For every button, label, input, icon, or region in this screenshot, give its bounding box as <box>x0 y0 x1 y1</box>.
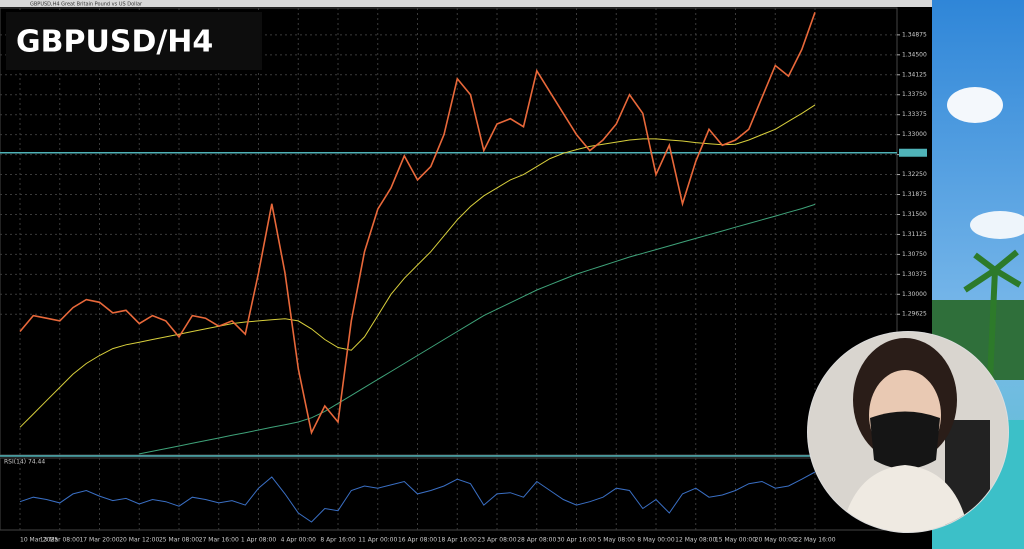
x-tick-label: 27 Mar 16:00 <box>199 537 239 544</box>
x-tick-label: 13 Mar 08:00 <box>40 537 80 544</box>
y-tick-label: 1.30375 <box>902 271 927 278</box>
grid: 1.34875 1.34500 1.34125 1.33750 1.33375 1.330… <box>0 8 927 544</box>
x-tick-label: 28 Apr 08:00 <box>517 537 556 544</box>
y-tick-label: 1.30000 <box>902 291 927 298</box>
x-tick-label: 8 Apr 16:00 <box>320 537 355 544</box>
y-tick-label: 1.30750 <box>902 251 927 258</box>
x-tick-label: 5 May 08:00 <box>598 537 636 544</box>
x-tick-label: 20 Mar 12:00 <box>119 537 159 544</box>
plot-frame <box>0 7 898 456</box>
x-tick-label: 17 Mar 20:00 <box>79 537 119 544</box>
title-box <box>6 12 262 70</box>
x-tick-label: 20 May 00:00 <box>755 537 796 544</box>
x-tick-label: 16 Apr 08:00 <box>398 537 437 544</box>
y-tick-label: 1.33000 <box>902 131 927 138</box>
y-tick-label: 1.29625 <box>902 311 927 318</box>
chart-title: GBPUSD/H4 <box>16 25 213 60</box>
y-tick-label: 1.32250 <box>902 171 927 178</box>
line-series <box>19 104 816 428</box>
chart-header-bar <box>0 0 932 7</box>
line-series <box>19 471 816 523</box>
x-tick-label: 25 Mar 08:00 <box>159 537 199 544</box>
price-level-tag <box>899 148 927 157</box>
x-tick-label: 15 May 00:00 <box>715 537 756 544</box>
x-tick-label: 1 Apr 08:00 <box>241 537 276 544</box>
y-tick-label: 1.31125 <box>902 231 927 238</box>
x-tick-label: 18 Apr 16:00 <box>438 537 477 544</box>
rsi-label: RSI(14) 74.44 <box>4 459 45 466</box>
chart-subtitle: GBPUSD,H4 Great Britain Pound vs US Doll… <box>30 2 143 8</box>
y-tick-label: 1.33375 <box>902 111 927 118</box>
x-tick-label: 30 Apr 16:00 <box>557 537 596 544</box>
y-tick-label: 1.34125 <box>902 71 927 78</box>
x-tick-label: 12 May 08:00 <box>675 537 716 544</box>
line-series <box>139 203 816 455</box>
line-series <box>19 12 816 436</box>
y-tick-label: 1.31875 <box>902 191 927 198</box>
x-tick-label: 10 Mar 2025 <box>20 537 58 544</box>
x-tick-label: 4 Apr 00:00 <box>281 537 316 544</box>
y-tick-label: 1.34500 <box>902 51 927 58</box>
x-tick-label: 22 May 16:00 <box>794 537 835 544</box>
plot <box>0 12 927 523</box>
x-tick-label: 11 Apr 00:00 <box>358 537 397 544</box>
y-tick-label: 1.34875 <box>902 31 927 38</box>
y-tick-label: 1.31500 <box>902 211 927 218</box>
y-tick-label: 1.33750 <box>902 91 927 98</box>
x-tick-label: 8 May 00:00 <box>637 537 675 544</box>
x-tick-label: 23 Apr 08:00 <box>477 537 516 544</box>
